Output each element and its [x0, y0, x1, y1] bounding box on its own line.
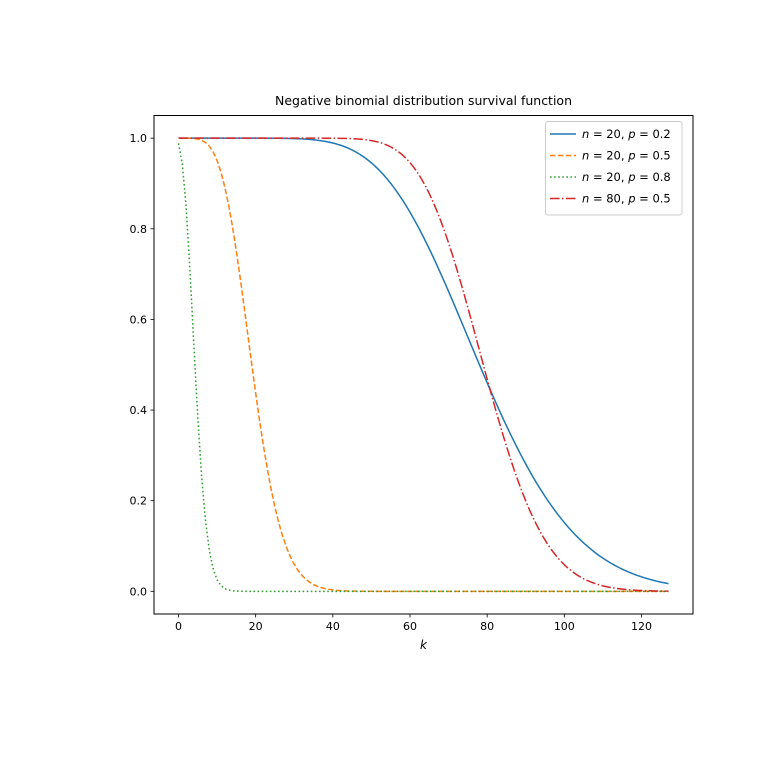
y-tick-label: 0.4: [130, 404, 148, 417]
x-axis-label: k: [420, 638, 428, 652]
x-tick-label: 100: [554, 620, 575, 633]
x-axis: 0 20 40 60 80 100 120: [175, 614, 652, 633]
legend-box: [545, 121, 683, 216]
series-line-dashed: [178, 137, 669, 593]
chart-title: Negative binomial distribution survival …: [275, 93, 572, 108]
series-lines: [177, 137, 669, 593]
y-tick-label: 1.0: [130, 132, 148, 145]
y-axis: 0.0 0.2 0.4 0.6 0.8 1.0: [130, 132, 154, 598]
y-tick-label: 0.6: [130, 313, 148, 326]
legend-label: n = 20, p = 0.8: [582, 170, 671, 184]
series-line-dashdot: [178, 137, 669, 592]
x-tick-label: 0: [175, 620, 182, 633]
legend: n = 20, p = 0.2 n = 20, p = 0.5 n = 20, p …: [545, 121, 683, 216]
x-tick-label: 120: [631, 620, 652, 633]
series-line-dotted: [177, 143, 669, 593]
x-tick-label: 60: [403, 620, 417, 633]
y-tick-label: 0.8: [130, 223, 148, 236]
legend-label: n = 20, p = 0.2: [582, 127, 671, 141]
x-tick-label: 40: [326, 620, 340, 633]
x-tick-label: 80: [480, 620, 494, 633]
y-tick-label: 0.0: [130, 585, 148, 598]
x-tick-label: 20: [249, 620, 263, 633]
legend-label: n = 20, p = 0.5: [582, 149, 671, 163]
legend-label: n = 80, p = 0.5: [582, 192, 671, 206]
y-tick-label: 0.2: [130, 495, 148, 508]
